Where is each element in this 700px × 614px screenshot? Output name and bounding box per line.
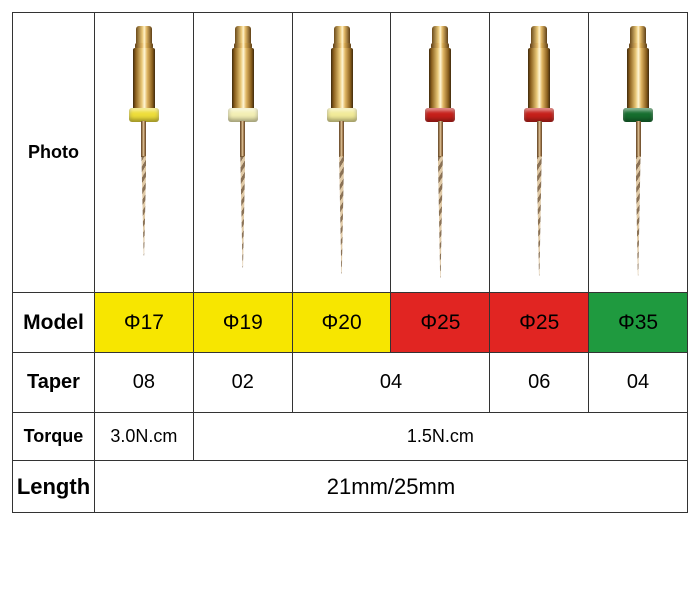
photo-row: Photo	[13, 13, 688, 293]
endo-file-icon	[220, 26, 266, 286]
model-cell: Φ20	[292, 293, 391, 353]
photo-header: Photo	[13, 13, 95, 293]
model-cell: Φ35	[589, 293, 688, 353]
endo-file-icon	[417, 26, 463, 286]
taper-cell: 08	[94, 353, 193, 413]
length-row: Length 21mm/25mm	[13, 461, 688, 513]
photo-cell	[391, 13, 490, 293]
model-cell: Φ19	[193, 293, 292, 353]
torque-header: Torque	[13, 413, 95, 461]
torque-cell: 1.5N.cm	[193, 413, 687, 461]
torque-row: Torque 3.0N.cm 1.5N.cm	[13, 413, 688, 461]
photo-cell	[94, 13, 193, 293]
endo-file-icon	[121, 26, 167, 286]
taper-cell: 04	[292, 353, 490, 413]
model-cell: Φ25	[490, 293, 589, 353]
taper-cell: 06	[490, 353, 589, 413]
photo-cell	[292, 13, 391, 293]
photo-cell	[490, 13, 589, 293]
model-cell: Φ25	[391, 293, 490, 353]
taper-cell: 02	[193, 353, 292, 413]
endo-file-icon	[319, 26, 365, 286]
photo-cell	[589, 13, 688, 293]
endo-file-icon	[615, 26, 661, 286]
model-row: Model Φ17 Φ19 Φ20 Φ25 Φ25 Φ35	[13, 293, 688, 353]
length-header: Length	[13, 461, 95, 513]
taper-row: Taper 08 02 04 06 04	[13, 353, 688, 413]
model-cell: Φ17	[94, 293, 193, 353]
product-spec-table: Photo Model Φ17 Φ19 Φ20 Φ25 Φ25 Φ35 Tape…	[12, 12, 688, 513]
torque-cell: 3.0N.cm	[94, 413, 193, 461]
photo-cell	[193, 13, 292, 293]
length-cell: 21mm/25mm	[94, 461, 687, 513]
model-header: Model	[13, 293, 95, 353]
taper-header: Taper	[13, 353, 95, 413]
endo-file-icon	[516, 26, 562, 286]
taper-cell: 04	[589, 353, 688, 413]
